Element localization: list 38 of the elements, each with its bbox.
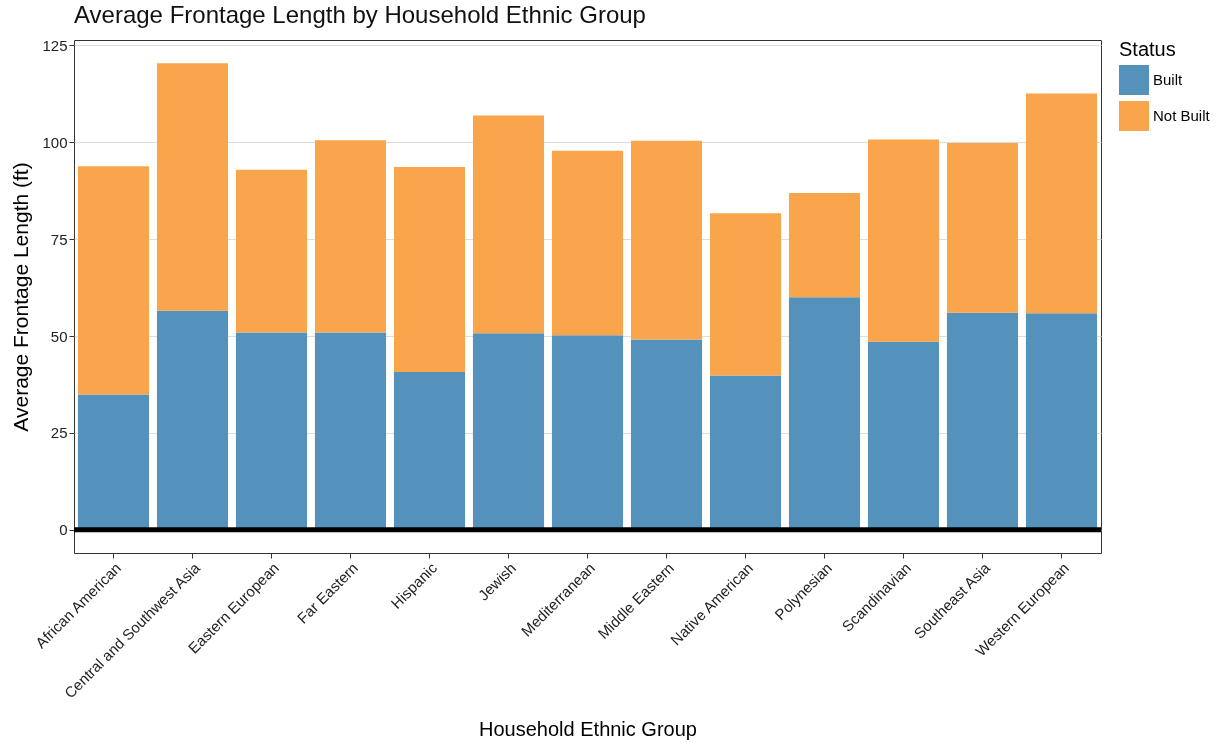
bar xyxy=(946,312,1019,530)
bar xyxy=(393,167,466,373)
bar xyxy=(472,333,545,530)
bar xyxy=(472,115,545,334)
y-axis-title: Average Frontage Length (ft) xyxy=(9,162,33,432)
bar xyxy=(946,143,1019,313)
bar xyxy=(630,339,703,530)
legend-label: Built xyxy=(1153,71,1184,88)
bar xyxy=(77,166,150,395)
y-tick-label: 75 xyxy=(50,230,68,248)
y-tick-label: 0 xyxy=(59,521,68,539)
bar xyxy=(314,332,387,530)
bar xyxy=(1025,93,1098,314)
bar xyxy=(867,341,940,530)
y-tick-label: 50 xyxy=(50,327,68,345)
chart-title: Average Frontage Length by Household Ethnic Group xyxy=(74,1,646,29)
bar xyxy=(709,213,782,376)
y-tick-label: 100 xyxy=(42,133,68,151)
bar xyxy=(156,310,229,530)
bar xyxy=(630,140,703,340)
x-axis-title: Household Ethnic Group xyxy=(479,718,697,740)
legend-label: Not Built xyxy=(1153,107,1211,124)
y-tick-label: 125 xyxy=(42,36,68,54)
bar xyxy=(788,297,861,530)
bar xyxy=(709,375,782,530)
bar xyxy=(551,335,624,530)
bar xyxy=(77,394,150,530)
bar xyxy=(551,150,624,336)
bar xyxy=(1025,313,1098,530)
bar xyxy=(235,169,308,333)
bar xyxy=(788,193,861,298)
bar xyxy=(867,139,940,342)
y-tick-label: 25 xyxy=(50,424,68,442)
bar xyxy=(235,332,308,530)
legend-title: Status xyxy=(1119,38,1176,60)
bar xyxy=(393,372,466,530)
bar xyxy=(314,140,387,333)
bar xyxy=(156,63,229,311)
